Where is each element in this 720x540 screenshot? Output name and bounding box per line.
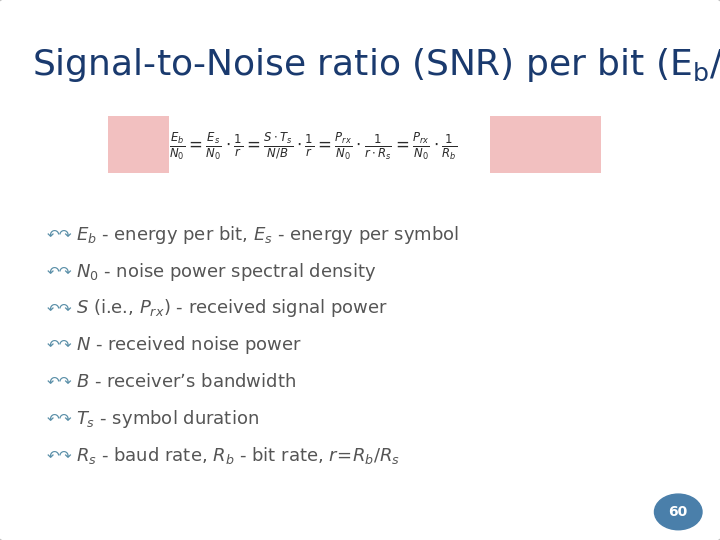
Circle shape [654,494,702,530]
Text: $S$ (i.e., $P_{rx}$) - received signal power: $S$ (i.e., $P_{rx}$) - received signal p… [76,298,387,319]
Text: ↶↷: ↶↷ [47,411,72,426]
FancyBboxPatch shape [490,116,601,173]
Text: $R_s$ - baud rate, $R_b$ - bit rate, $r\!=\!R_b/R_s$: $R_s$ - baud rate, $R_b$ - bit rate, $r\… [76,445,400,465]
Text: ↶↷: ↶↷ [47,227,72,242]
Text: Signal-to-Noise ratio (SNR) per bit ($\mathregular{E_b/N_0}$): Signal-to-Noise ratio (SNR) per bit ($\m… [32,46,720,84]
Text: ↶↷: ↶↷ [47,338,72,353]
Text: $T_s$ - symbol duration: $T_s$ - symbol duration [76,408,258,429]
Text: 60: 60 [669,505,688,519]
Text: ↶↷: ↶↷ [47,448,72,463]
Text: ↶↷: ↶↷ [47,301,72,316]
Text: $B$ - receiver’s bandwidth: $B$ - receiver’s bandwidth [76,373,296,391]
Text: ↶↷: ↶↷ [47,264,72,279]
FancyBboxPatch shape [108,116,169,173]
Text: $\frac{E_b}{N_0} = \frac{E_s}{N_0} \cdot \frac{1}{r} = \frac{S \cdot T_s}{N/B} \: $\frac{E_b}{N_0} = \frac{E_s}{N_0} \cdot… [169,130,457,161]
Text: $N$ - received noise power: $N$ - received noise power [76,334,302,356]
Text: $E_b$ - energy per bit, $E_s$ - energy per symbol: $E_b$ - energy per bit, $E_s$ - energy p… [76,224,459,246]
Text: $N_0$ - noise power spectral density: $N_0$ - noise power spectral density [76,261,376,282]
Text: ↶↷: ↶↷ [47,374,72,389]
